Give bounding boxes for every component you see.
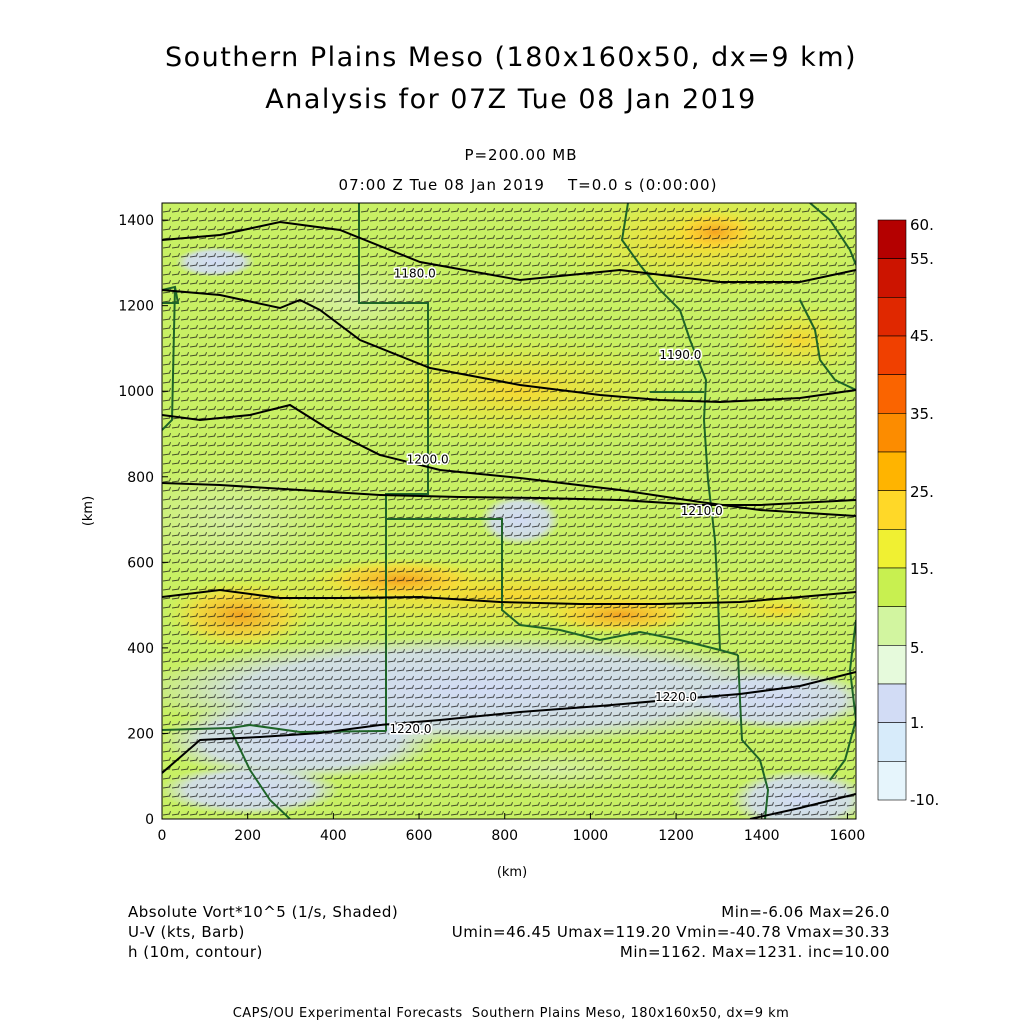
colorbar-label: 60. [910,216,934,234]
y-tick-label: 600 [127,555,154,571]
legend-stats-height: Min=1162. Max=1231. inc=10.00 [619,943,890,961]
legend-stats: Min=-6.06 Max=26.0 Umin=46.45 Umax=119.20… [452,902,890,962]
colorbar-swatch [877,529,907,569]
x-axis: 0 200 400 600 800 1000 1200 1400 1600 [158,813,866,844]
colorbar-swatch [877,258,907,298]
x-tick-label: 800 [491,828,518,844]
colorbar-swatch [877,451,907,491]
y-tick-label: 1200 [118,299,154,315]
figure-subtitle: Analysis for 07Z Tue 08 Jan 2019 [265,84,757,115]
colorbar-swatch [877,567,907,607]
y-tick-label: 400 [127,641,154,657]
colorbar-swatch [877,761,907,801]
x-tick-label: 400 [320,828,347,844]
colorbar-swatch [877,645,907,685]
colorbar-label: 1. [910,714,924,732]
colorbar: 60. 55. 45. 35. 25. 15. 5. 1. -10. [877,216,939,809]
legend-field-wind: U-V (kts, Barb) [128,923,245,941]
contour-label: 1190.0 [659,348,701,362]
colorbar-swatch [877,219,907,259]
colorbar-label: -10. [910,791,939,809]
colorbar-swatch [877,490,907,530]
legend-fields: Absolute Vort*10^5 (1/s, Shaded) U-V (kts… [128,902,398,962]
colorbar-label: 55. [910,250,934,268]
x-tick-label: 1400 [744,828,780,844]
colorbar-label: 5. [910,639,924,657]
height-contours [162,220,856,819]
colorbar-swatch [877,722,907,762]
contour-label: 1180.0 [394,267,436,281]
x-axis-label: (km) [497,865,527,880]
x-tick-label: 200 [234,828,261,844]
colorbar-swatch [877,413,907,453]
y-tick-label: 1400 [118,213,154,229]
contour-label: 1220.0 [655,690,697,704]
legend-field-height: h (10m, contour) [128,943,263,961]
colorbar-swatch [877,335,907,375]
x-tick-label: 0 [158,828,167,844]
colorbar-swatch [877,374,907,414]
x-tick-label: 1200 [658,828,694,844]
plot-frame [161,202,857,820]
colorbar-label: 45. [910,327,934,345]
contour-label: 1220.0 [389,722,431,736]
legend-stats-vorticity: Min=-6.06 Max=26.0 [721,903,890,921]
colorbar-swatch [877,606,907,646]
figure-title: Southern Plains Meso (180x160x50, dx=9 k… [164,42,858,73]
contour-label: 1210.0 [681,504,723,518]
y-tick-label: 800 [127,470,154,486]
colorbar-swatch [877,683,907,723]
colorbar-swatch [877,297,907,337]
valid-time-label: 07:00 Z Tue 08 Jan 2019 T=0.0 s (0:00:00… [338,176,718,194]
y-tick-label: 1000 [118,384,154,400]
colorbar-label: 25. [910,483,934,501]
x-tick-label: 1000 [573,828,609,844]
y-tick-label: 200 [127,726,154,742]
state-borders [162,203,856,819]
y-axis-label: (km) [81,496,96,526]
legend-stats-wind: Umin=46.45 Umax=119.20 Vmin=-40.78 Vmax=… [451,923,890,941]
pressure-level-label: P=200.00 MB [464,146,578,164]
contour-labels: 1180.0 1190.0 1200.0 1210.0 1220.0 1220.0 [388,265,724,738]
colorbar-label: 15. [910,560,934,578]
legend-field-vorticity: Absolute Vort*10^5 (1/s, Shaded) [128,903,399,921]
x-tick-label: 1600 [830,828,866,844]
colorbar-label: 35. [910,405,934,423]
x-tick-label: 600 [406,828,433,844]
footer-credit: CAPS/OU Experimental Forecasts Southern … [232,1006,790,1021]
y-tick-label: 0 [145,812,154,828]
contour-label: 1200.0 [407,453,449,467]
y-axis: 0 200 400 600 800 1000 1200 1400 [118,213,168,828]
